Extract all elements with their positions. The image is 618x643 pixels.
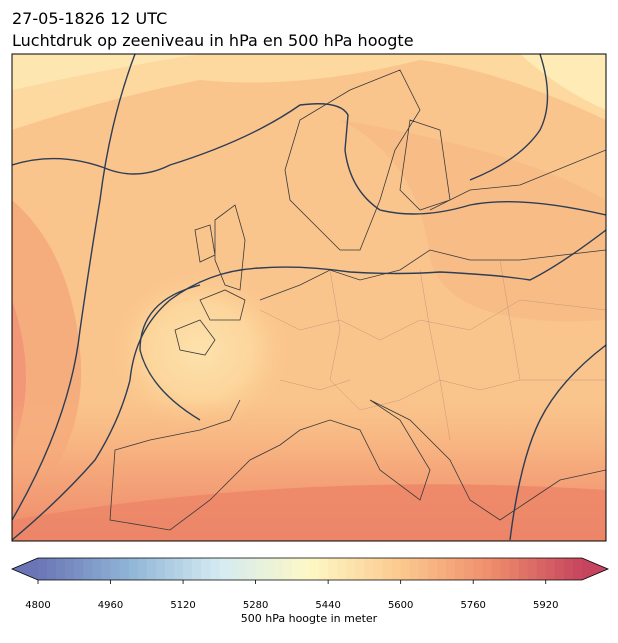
- colorbar-tick-label: 5600: [388, 600, 413, 611]
- colorbar-outline: [10, 557, 610, 581]
- colorbar-segment: [391, 558, 402, 580]
- colorbar-segment: [563, 558, 574, 580]
- colorbar-segment: [491, 558, 501, 580]
- colorbar-segment: [364, 558, 374, 580]
- colorbar-segment: [192, 558, 202, 580]
- colorbar-segment: [282, 558, 293, 580]
- colorbar-label: 500 hPa hoogte in meter: [241, 612, 378, 625]
- colorbar-segment: [174, 558, 184, 580]
- colorbar-segment: [328, 558, 338, 580]
- colorbar-tick-label: 5760: [460, 600, 485, 611]
- colorbar-segment: [409, 558, 420, 580]
- colorbar-segment: [554, 558, 565, 580]
- colorbar-segment: [201, 558, 211, 580]
- colorbar-segment: [446, 558, 456, 580]
- subtitle: Luchtdruk op zeeniveau in hPa en 500 hPa…: [12, 31, 414, 50]
- colorbar-segment: [155, 558, 166, 580]
- colorbar-segment: [164, 558, 175, 580]
- colorbar-segment: [545, 558, 556, 580]
- colorbar-segment: [346, 558, 356, 580]
- colorbar-segment: [418, 558, 429, 580]
- colorbar-segment: [273, 558, 284, 580]
- colorbar-segment: [255, 558, 266, 580]
- colorbar-segment: [464, 558, 474, 580]
- colorbar-segment: [300, 558, 311, 580]
- colorbar-segment: [482, 558, 492, 580]
- map: [12, 54, 606, 541]
- colorbar-segment: [228, 558, 238, 580]
- colorbar-segment: [83, 558, 93, 580]
- colorbar-segment: [436, 558, 447, 580]
- colorbar-segment: [47, 558, 57, 580]
- colorbar-tick-label: 5280: [243, 600, 268, 611]
- colorbar-segment: [237, 558, 247, 580]
- colorbar-tick-label: 4800: [25, 600, 50, 611]
- colorbar-segment: [319, 558, 329, 580]
- colorbar-segment: [382, 558, 392, 580]
- colorbar-segment: [527, 558, 538, 580]
- colorbar-segment: [38, 558, 48, 580]
- colorbar-segment: [509, 558, 519, 580]
- colorbar-segment: [56, 558, 66, 580]
- colorbar-segment: [291, 558, 302, 580]
- title: 27-05-1826 12 UTC: [12, 9, 167, 28]
- map-frame: [11, 53, 607, 542]
- colorbar-segment: [473, 558, 483, 580]
- colorbar-tick-label: 5920: [533, 600, 558, 611]
- colorbar-segment: [373, 558, 383, 580]
- colorbar-segment: [400, 558, 411, 580]
- colorbar-segment: [536, 558, 547, 580]
- colorbar-segment: [101, 558, 111, 580]
- colorbar-segment: [74, 558, 84, 580]
- colorbar-segment: [210, 558, 220, 580]
- colorbar-segment: [128, 558, 139, 580]
- colorbar-segment: [146, 558, 157, 580]
- colorbar-segment: [219, 558, 229, 580]
- colorbar-segment: [65, 558, 75, 580]
- colorbar-segment: [110, 558, 120, 580]
- colorbar-segment: [137, 558, 148, 580]
- colorbar-segment: [246, 558, 256, 580]
- colorbar-extend-high: [582, 558, 608, 580]
- colorbar-segment: [337, 558, 347, 580]
- colorbar-tick-label: 5440: [315, 600, 340, 611]
- colorbar-segment: [500, 558, 510, 580]
- colorbar-segment: [119, 558, 130, 580]
- colorbar-tick-label: 5120: [170, 600, 195, 611]
- colorbar-tick-label: 4960: [98, 600, 123, 611]
- colorbar-segment: [572, 558, 583, 580]
- colorbar-segment: [310, 558, 320, 580]
- colorbar-segment: [183, 558, 193, 580]
- colorbar-segment: [264, 558, 275, 580]
- colorbar: 4800 4960 5120 5280 5440 5600 5760 5920: [10, 557, 610, 611]
- colorbar-segment: [355, 558, 365, 580]
- colorbar-segment: [92, 558, 102, 580]
- colorbar-segment: [455, 558, 465, 580]
- colorbar-extend-low: [12, 558, 38, 580]
- colorbar-segment: [427, 558, 438, 580]
- colorbar-segment: [518, 558, 528, 580]
